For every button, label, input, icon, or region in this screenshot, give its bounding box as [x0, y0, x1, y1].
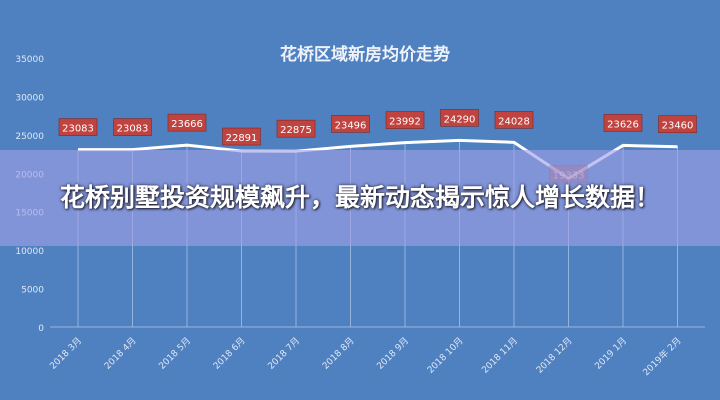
data-label: 22891: [226, 133, 258, 144]
x-tick-label: 2018 6月: [211, 335, 247, 371]
y-tick-label: 35000: [15, 55, 44, 65]
x-tick-label: 2018 3月: [48, 335, 84, 371]
data-label: 23083: [117, 124, 149, 135]
data-label-box: [440, 109, 479, 127]
data-label-box: [331, 115, 370, 133]
data-label-box: [167, 113, 207, 132]
data-label-box: [58, 118, 98, 136]
data-label-box: [385, 111, 425, 129]
y-tick-label: 30000: [15, 93, 44, 103]
data-label: 23666: [171, 119, 203, 130]
x-tick-label: 2018 10月: [425, 335, 465, 375]
y-tick-label: 10000: [15, 247, 44, 257]
headline-banner: 花桥别墅投资规模飙升，最新动态揭示惊人增长数据！: [0, 150, 720, 246]
x-tick-label: 2018 5月: [157, 335, 193, 371]
y-tick-label: 25000: [15, 132, 44, 142]
x-tick-label: 2018 12月: [534, 335, 574, 375]
data-label: 23496: [335, 120, 367, 131]
data-label-box: [276, 119, 316, 138]
x-tick-label: 2018 8月: [320, 335, 356, 371]
x-tick-label: 2018 4月: [102, 335, 138, 371]
x-tick-label: 2018 7月: [266, 335, 302, 371]
x-tick-label: 2019 1月: [593, 335, 629, 371]
x-tick-label: 2018 9月: [375, 335, 411, 371]
data-label: 23083: [62, 124, 94, 135]
x-tick-label: 2018 11月: [480, 335, 520, 375]
data-label-box: [603, 114, 643, 132]
y-tick-label: 0: [38, 324, 44, 334]
data-label-box: [658, 115, 697, 133]
data-label: 23460: [662, 121, 694, 132]
data-label-box: [113, 118, 152, 136]
data-label: 24028: [498, 116, 530, 127]
data-label: 24290: [444, 114, 476, 125]
x-tick-label: 2019年 2月: [640, 335, 683, 378]
data-label: 23992: [389, 117, 421, 128]
y-tick-label: 5000: [21, 286, 44, 296]
data-label: 22875: [280, 125, 312, 136]
data-label: 23626: [607, 119, 639, 130]
headline-text: 花桥别墅投资规模飙升，最新动态揭示惊人增长数据！: [59, 183, 660, 212]
data-label-box: [494, 111, 534, 129]
chart-title: 花桥区域新房均价走势: [280, 44, 450, 65]
data-label-box: [222, 127, 261, 146]
